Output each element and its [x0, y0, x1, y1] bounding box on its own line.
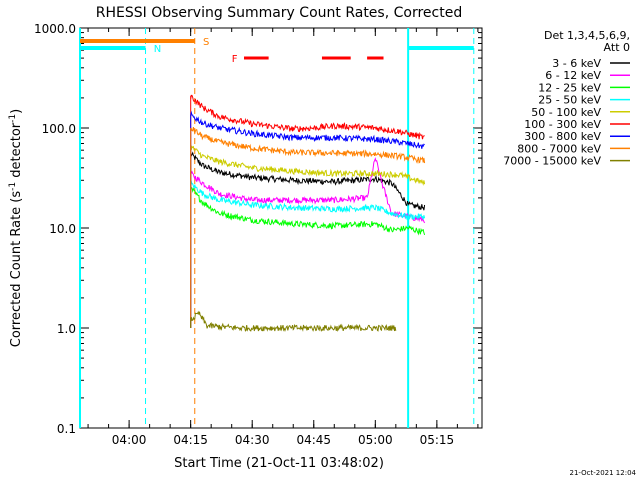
y-label-sup2: -1 — [8, 114, 18, 123]
legend-label-4: 50 - 100 keV — [531, 106, 601, 119]
y-tick-label: 1000.0 — [34, 22, 76, 36]
legend-header-line1: Det 1,3,4,5,6,9, — [544, 29, 630, 42]
y-axis-label: Corrected Count Rate (s-1 detector-1) — [8, 109, 24, 347]
shutter-flag-label: S — [203, 37, 209, 48]
series-line-7 — [190, 127, 426, 164]
y-label-main: Corrected Count Rate (s — [9, 191, 24, 348]
flare-flag-label: F — [232, 54, 238, 65]
series-line-3 — [190, 179, 426, 221]
y-label-mid: detector — [9, 122, 24, 182]
x-tick-label: 04:00 — [112, 433, 147, 447]
chart-title: RHESSI Observing Summary Count Rates, Co… — [96, 5, 462, 21]
flags-group: N S F — [79, 28, 475, 428]
series-group — [190, 94, 426, 333]
x-tick-label: 04:30 — [235, 433, 270, 447]
series-line-8 — [190, 310, 397, 333]
x-tick-label: 05:15 — [420, 433, 455, 447]
y-tick-label: 0.1 — [57, 422, 76, 436]
legend-label-1: 6 - 12 keV — [545, 69, 601, 82]
legend-label-5: 100 - 300 keV — [524, 118, 601, 131]
series-line-0 — [190, 151, 426, 211]
series-line-2 — [190, 185, 426, 236]
y-tick-label: 10.0 — [49, 222, 76, 236]
legend-header-line2: Att 0 — [604, 41, 630, 54]
legend-label-3: 25 - 50 keV — [538, 94, 601, 107]
x-tick-label: 04:15 — [173, 433, 208, 447]
y-tick-label: 100.0 — [42, 122, 76, 136]
series-line-5 — [190, 94, 425, 140]
x-tick-label: 04:45 — [296, 433, 331, 447]
series-line-6 — [190, 110, 425, 149]
x-tick-label: 05:00 — [358, 433, 393, 447]
x-axis-label: Start Time (21-Oct-11 03:48:02) — [174, 456, 384, 471]
y-label-end: ) — [9, 109, 24, 114]
legend-label-2: 12 - 25 keV — [538, 81, 601, 94]
y-tick-label: 1.0 — [57, 322, 76, 336]
timestamp: 21-Oct-2021 12:04 — [570, 469, 637, 477]
series-line-1 — [190, 157, 426, 224]
saa-flag-label: N — [154, 44, 161, 55]
legend-label-0: 3 - 6 keV — [552, 57, 601, 70]
series-line-4 — [190, 144, 426, 186]
legend-label-7: 800 - 7000 keV — [517, 142, 601, 155]
legend-label-8: 7000 - 15000 keV — [503, 155, 601, 168]
y-label-sup1: -1 — [8, 182, 18, 191]
legend-label-6: 300 - 800 keV — [524, 130, 601, 143]
